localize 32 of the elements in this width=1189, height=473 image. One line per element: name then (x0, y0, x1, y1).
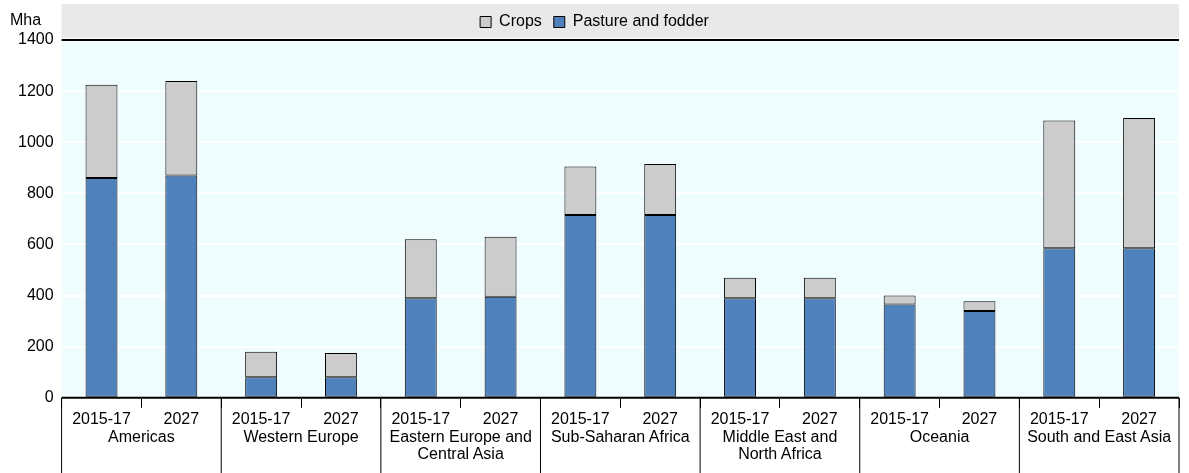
text: Eastern Europe and Central Asia (389, 428, 532, 463)
x-tick-label: 2027 (1121, 409, 1157, 427)
y-tick-label: 1000 (18, 132, 54, 150)
legend-label: Crops (499, 12, 542, 30)
legend-label: Pasture and fodder (572, 12, 710, 30)
y-tick-label: 800 (26, 183, 54, 201)
x-tick-label: 2027 (642, 409, 679, 427)
x-tick-label: 2027 (802, 409, 838, 427)
text: Americas (108, 428, 175, 446)
y-tick-label: 1400 (18, 30, 54, 48)
text: Sub-Saharan Africa (550, 428, 690, 446)
x-tick-label: 2027 (323, 409, 359, 427)
y-tick-label: 1200 (18, 81, 54, 99)
x-tick-label: 2027 (482, 409, 519, 427)
y-tick-label: 400 (26, 285, 54, 303)
text: South and East Asia (1027, 428, 1172, 446)
y-tick-label: 600 (26, 234, 54, 252)
y-tick-label: 200 (26, 337, 54, 355)
text: Oceania (909, 428, 970, 446)
x-tick-label: 2015-17 (870, 409, 930, 427)
x-tick-label: 2015-17 (551, 409, 610, 427)
x-tick-label: 2015-17 (710, 409, 770, 427)
x-tick-label: 2015-17 (1029, 409, 1089, 427)
x-tick-label: 2027 (961, 409, 998, 427)
text: Western Europe (243, 428, 359, 446)
x-tick-label: 2027 (163, 409, 200, 427)
y-axis-title: Mha (10, 11, 42, 29)
y-tick-label: 0 (44, 388, 54, 406)
x-tick-label: 2015-17 (391, 409, 451, 427)
x-tick-label: 2015-17 (231, 409, 291, 427)
x-tick-label: 2015-17 (72, 409, 131, 427)
text: Middle East and North Africa (722, 428, 838, 463)
